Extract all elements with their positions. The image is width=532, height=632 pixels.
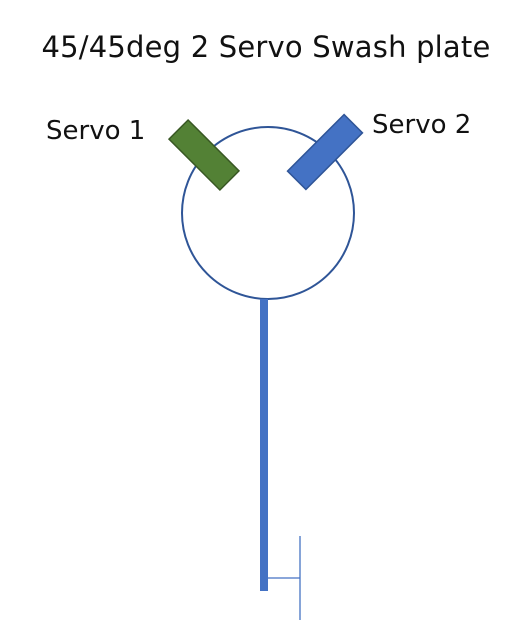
servo-2-label: Servo 2	[372, 110, 472, 140]
servo-1-block	[167, 118, 241, 192]
shaft	[260, 299, 268, 591]
servo-2-block	[286, 113, 364, 191]
diagram-title: 45/45deg 2 Servo Swash plate	[41, 30, 491, 64]
servo-1-label: Servo 1	[46, 116, 146, 146]
